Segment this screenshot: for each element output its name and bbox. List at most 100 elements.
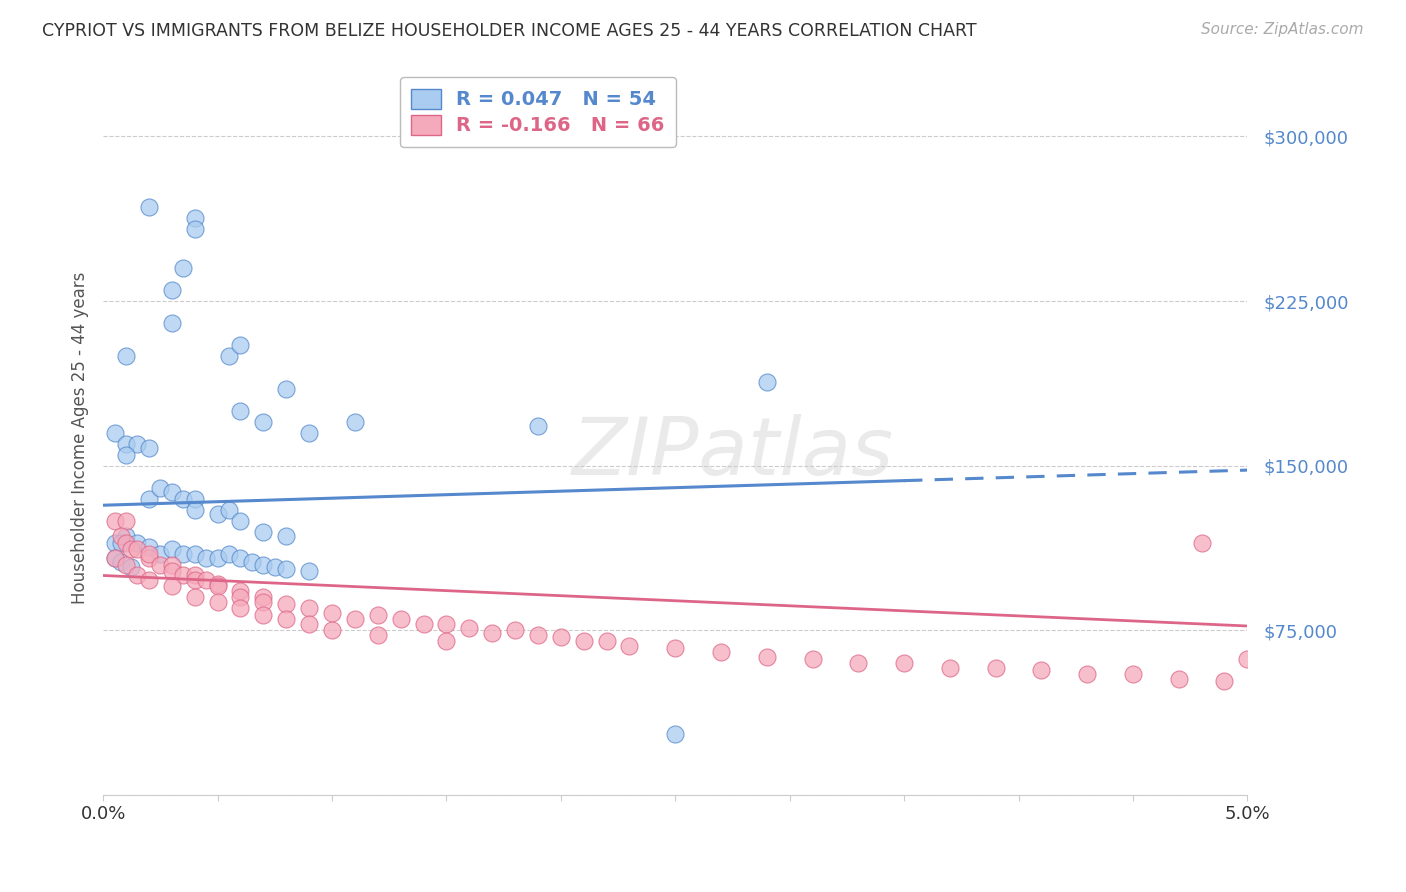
Point bbox=[229, 550, 252, 565]
Point bbox=[149, 558, 172, 572]
Point bbox=[984, 661, 1007, 675]
Point bbox=[172, 261, 194, 276]
Point bbox=[321, 624, 343, 638]
Y-axis label: Householder Income Ages 25 - 44 years: Householder Income Ages 25 - 44 years bbox=[72, 272, 89, 605]
Point bbox=[229, 514, 252, 528]
Legend: R = 0.047   N = 54, R = -0.166   N = 66: R = 0.047 N = 54, R = -0.166 N = 66 bbox=[399, 77, 676, 147]
Point bbox=[115, 448, 138, 462]
Point bbox=[252, 591, 274, 605]
Point bbox=[110, 535, 132, 549]
Point bbox=[1191, 535, 1213, 549]
Point bbox=[127, 535, 149, 549]
Point bbox=[276, 612, 298, 626]
Point bbox=[298, 564, 321, 578]
Point bbox=[207, 507, 229, 521]
Point bbox=[138, 550, 160, 565]
Point bbox=[434, 634, 457, 648]
Point bbox=[172, 491, 194, 506]
Point bbox=[276, 562, 298, 576]
Point bbox=[138, 441, 160, 455]
Point bbox=[412, 616, 434, 631]
Point bbox=[1122, 667, 1144, 681]
Point bbox=[115, 349, 138, 363]
Point bbox=[120, 542, 142, 557]
Point bbox=[343, 415, 366, 429]
Point bbox=[846, 657, 869, 671]
Point bbox=[252, 595, 274, 609]
Point bbox=[195, 550, 218, 565]
Point bbox=[183, 502, 205, 516]
Point bbox=[127, 542, 149, 557]
Point bbox=[138, 540, 160, 554]
Point bbox=[120, 559, 142, 574]
Point bbox=[207, 577, 229, 591]
Text: CYPRIOT VS IMMIGRANTS FROM BELIZE HOUSEHOLDER INCOME AGES 25 - 44 YEARS CORRELAT: CYPRIOT VS IMMIGRANTS FROM BELIZE HOUSEH… bbox=[42, 22, 977, 40]
Point bbox=[160, 579, 183, 593]
Point bbox=[619, 639, 641, 653]
Point bbox=[343, 612, 366, 626]
Point bbox=[218, 547, 240, 561]
Point bbox=[172, 568, 194, 582]
Point bbox=[115, 558, 138, 572]
Point bbox=[183, 591, 205, 605]
Point bbox=[664, 726, 686, 740]
Point bbox=[240, 555, 263, 569]
Point bbox=[939, 661, 962, 675]
Point bbox=[229, 591, 252, 605]
Point bbox=[183, 211, 205, 225]
Point bbox=[103, 425, 125, 440]
Point bbox=[252, 558, 274, 572]
Point bbox=[195, 573, 218, 587]
Point bbox=[103, 535, 125, 549]
Point bbox=[1236, 652, 1258, 666]
Point bbox=[1076, 667, 1098, 681]
Point bbox=[115, 514, 138, 528]
Point bbox=[252, 607, 274, 622]
Point bbox=[218, 502, 240, 516]
Point bbox=[664, 640, 686, 655]
Point bbox=[149, 547, 172, 561]
Point bbox=[276, 529, 298, 543]
Point bbox=[595, 634, 617, 648]
Point bbox=[103, 514, 125, 528]
Point bbox=[389, 612, 412, 626]
Point bbox=[252, 415, 274, 429]
Point bbox=[138, 547, 160, 561]
Point bbox=[1031, 663, 1053, 677]
Point bbox=[229, 404, 252, 418]
Point bbox=[434, 616, 457, 631]
Point bbox=[755, 649, 778, 664]
Point bbox=[138, 573, 160, 587]
Point bbox=[298, 616, 321, 631]
Point bbox=[207, 550, 229, 565]
Point bbox=[755, 376, 778, 390]
Point bbox=[115, 535, 138, 549]
Point bbox=[298, 601, 321, 615]
Point bbox=[527, 628, 550, 642]
Point bbox=[527, 419, 550, 434]
Point bbox=[160, 316, 183, 330]
Point bbox=[110, 555, 132, 569]
Point bbox=[229, 583, 252, 598]
Text: ZIPatlas: ZIPatlas bbox=[571, 414, 893, 491]
Point bbox=[172, 547, 194, 561]
Point bbox=[207, 595, 229, 609]
Point bbox=[103, 550, 125, 565]
Point bbox=[252, 524, 274, 539]
Point bbox=[115, 529, 138, 543]
Point bbox=[160, 485, 183, 500]
Point bbox=[115, 436, 138, 450]
Point bbox=[183, 491, 205, 506]
Point bbox=[503, 624, 526, 638]
Point bbox=[893, 657, 915, 671]
Point bbox=[138, 491, 160, 506]
Point bbox=[103, 550, 125, 565]
Point bbox=[183, 568, 205, 582]
Point bbox=[367, 607, 389, 622]
Point bbox=[160, 558, 183, 572]
Point bbox=[160, 542, 183, 557]
Point bbox=[218, 349, 240, 363]
Point bbox=[183, 573, 205, 587]
Point bbox=[801, 652, 824, 666]
Point bbox=[458, 621, 481, 635]
